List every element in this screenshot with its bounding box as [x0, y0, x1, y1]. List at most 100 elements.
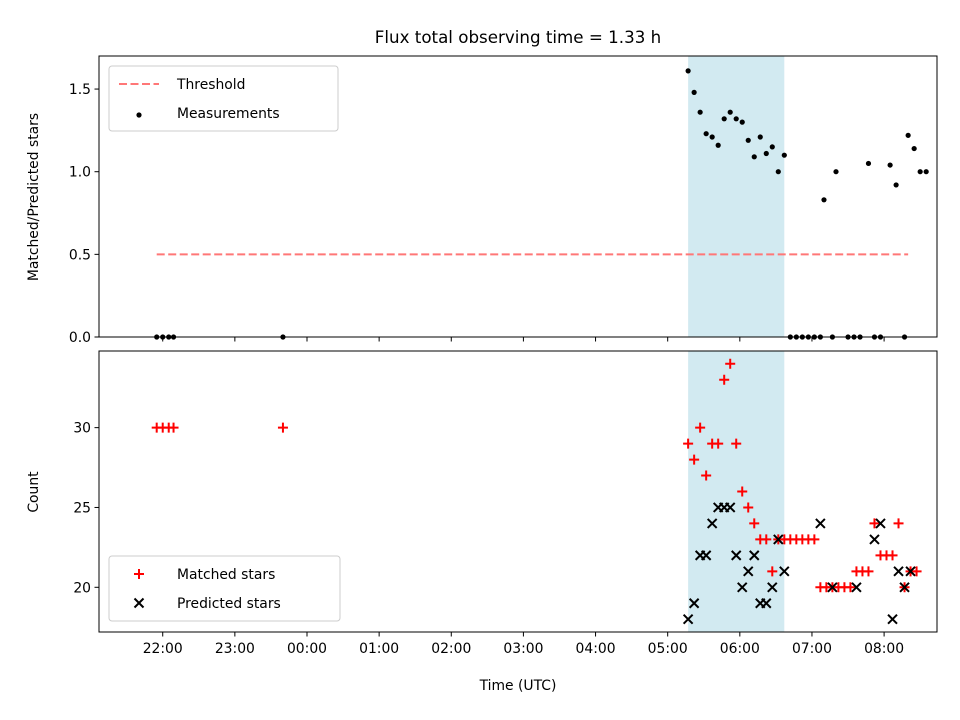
measurement-point: [697, 109, 703, 115]
x-tick-label: 06:00: [720, 641, 760, 657]
matched-star-point: [743, 502, 754, 513]
measurement-point: [917, 169, 923, 175]
y-tick-label: 1.0: [69, 165, 91, 181]
measurement-point: [775, 169, 781, 175]
bottom-panel: 20 25 30 22:00 23:00 00:00 01:00 02:00 03:00 04:0…: [26, 350, 938, 657]
legend-box: [108, 65, 339, 132]
predicted-star-point: [899, 582, 910, 593]
measurement-point: [727, 109, 733, 115]
highlight-band: [688, 56, 785, 337]
matched-star-point: [725, 358, 736, 369]
matched-star-point: [737, 486, 748, 497]
predicted-star-point: [688, 598, 700, 609]
predicted-star-point: [851, 582, 862, 593]
measurement-point: [893, 182, 899, 188]
measurement-point: [833, 169, 839, 175]
matched-star-point: [689, 454, 700, 465]
measurement-point: [865, 160, 872, 167]
measurement-point: [721, 116, 727, 122]
legend-label: Predicted stars: [177, 596, 281, 612]
matched-star-point: [731, 438, 742, 449]
predicted-star-point: [875, 518, 886, 529]
measurement-point: [685, 68, 691, 74]
measurement-point: [821, 197, 827, 203]
legend-box: [108, 555, 341, 622]
predicted-star-point: [761, 598, 772, 609]
x-tick-label: 00:00: [287, 641, 327, 657]
matched-star-point: [863, 566, 874, 577]
predicted-star-point: [773, 534, 784, 545]
legend-label: Threshold: [176, 77, 245, 93]
measurement-point: [757, 134, 763, 140]
predicted-star-point: [815, 518, 826, 529]
predicted-star-point: [743, 566, 754, 577]
legend-predicted-swatch: [133, 597, 145, 609]
x-tick-label: 03:00: [503, 641, 543, 657]
predicted-star-point: [700, 550, 712, 561]
y-tick-label: 20: [73, 580, 91, 596]
predicted-star-point: [869, 534, 880, 545]
matched-star-point: [809, 534, 820, 545]
x-tick-label: 01:00: [359, 641, 399, 657]
predicted-star-point: [749, 550, 760, 561]
measurement-point: [709, 134, 715, 140]
y-axis-label: Matched/Predicted stars: [26, 113, 42, 281]
matched-star-point: [911, 566, 922, 577]
measurement-point: [739, 119, 745, 125]
y-tick-label: 30: [73, 421, 91, 437]
measurement-point: [887, 162, 893, 168]
x-axis-label: Time (UTC): [479, 678, 557, 694]
legend-measurement-swatch: [136, 112, 142, 118]
predicted-star-point: [827, 582, 838, 593]
x-tick-label: 05:00: [648, 641, 688, 657]
predicted-star-point: [682, 614, 694, 625]
predicted-star-point: [887, 614, 898, 625]
measurement-point: [715, 142, 721, 148]
matched-star-point: [893, 518, 904, 529]
matched-star-point: [701, 470, 712, 481]
y-tick-label: 0.5: [69, 247, 91, 263]
measurement-point: [703, 131, 709, 137]
top-panel: 0.0 0.5 1.0 1.5 Matched/Predicted stars Thres…: [26, 55, 938, 346]
matched-star-point: [887, 550, 898, 561]
predicted-star-point: [724, 502, 736, 513]
matched-star-point: [761, 534, 772, 545]
plot-frame: [98, 350, 938, 633]
x-tick-label: 02:00: [431, 641, 471, 657]
chart-title: Flux total observing time = 1.33 h: [375, 27, 661, 47]
x-tick-label: 07:00: [792, 641, 832, 657]
x-tick-label: 22:00: [143, 641, 183, 657]
matched-star-point: [869, 518, 880, 529]
matched-star-point: [713, 438, 724, 449]
y-axis-label: Count: [26, 471, 42, 513]
predicted-star-point: [767, 582, 778, 593]
legend-label: Measurements: [177, 106, 280, 122]
matched-star-point: [749, 518, 760, 529]
matched-star-point: [719, 374, 730, 385]
predicted-star-point: [706, 518, 718, 529]
matched-star-point: [845, 582, 856, 593]
highlight-band: [688, 351, 785, 632]
matched-star-point: [277, 422, 288, 433]
predicted-star-point: [893, 566, 904, 577]
matched-star-point: [767, 566, 778, 577]
measurement-point: [751, 154, 757, 160]
y-tick-label: 25: [73, 500, 91, 516]
measurement-point: [691, 89, 697, 95]
legend-label: Matched stars: [177, 567, 275, 583]
y-tick-label: 0.0: [69, 330, 91, 346]
plot-frame: [98, 55, 938, 338]
matched-star-point: [695, 422, 706, 433]
x-tick-label: 08:00: [864, 641, 904, 657]
legend-matched-swatch: [134, 569, 144, 579]
x-tick-label: 04:00: [576, 641, 616, 657]
predicted-star-point: [905, 566, 916, 577]
measurement-point: [769, 144, 775, 150]
measurement-point: [911, 145, 917, 152]
matched-star-point: [168, 422, 179, 433]
measurement-point: [745, 137, 751, 143]
x-tick-label: 23:00: [215, 641, 255, 657]
measurement-point: [905, 132, 911, 138]
measurement-point: [763, 150, 769, 157]
